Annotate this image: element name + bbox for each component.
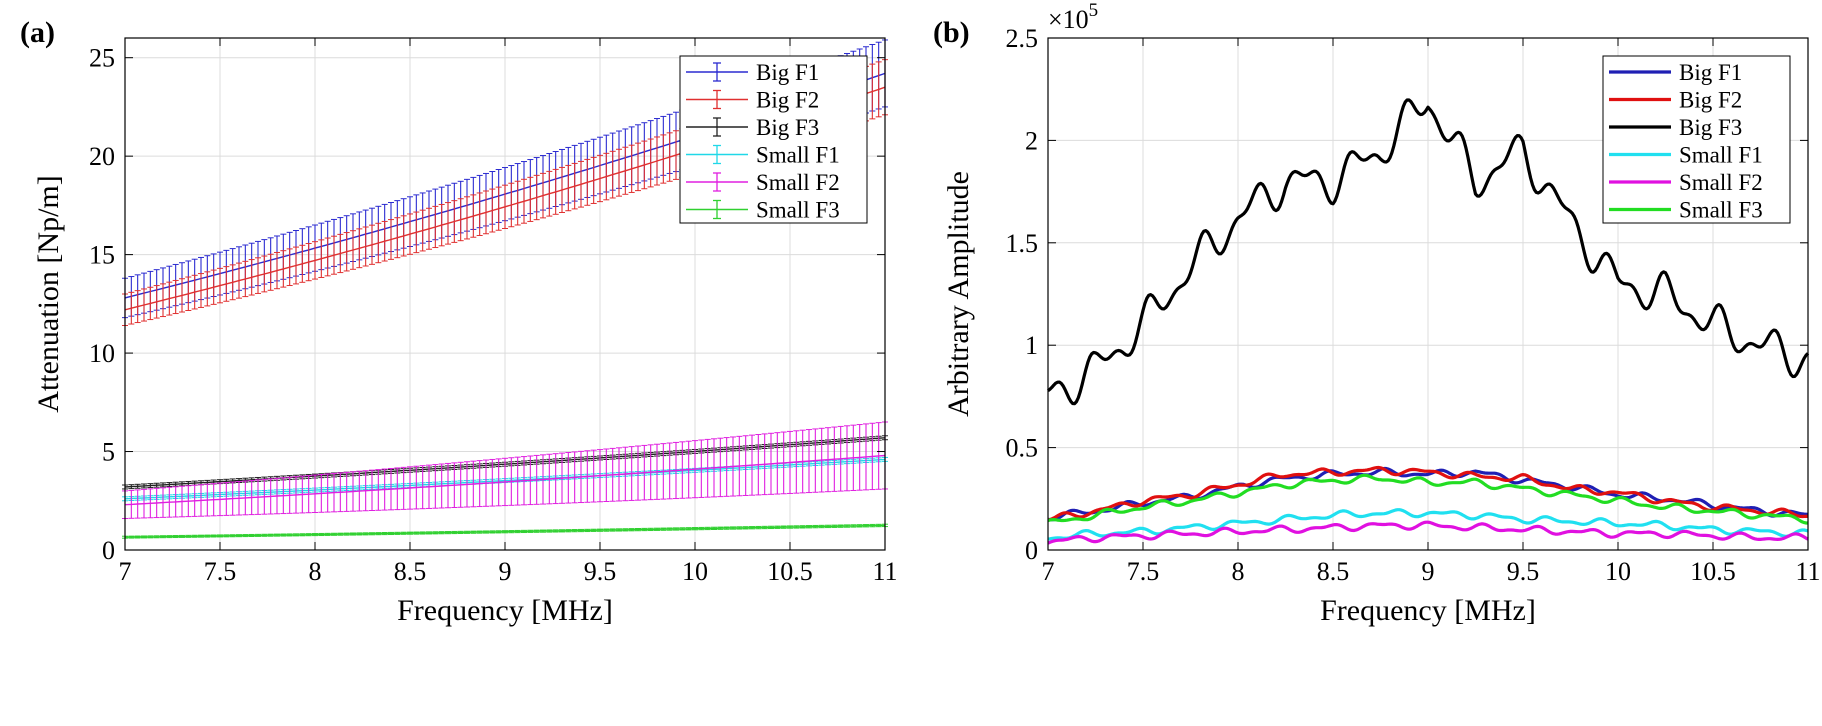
- y-tick-label: 2: [1025, 126, 1038, 155]
- legend-label: Small F3: [756, 198, 840, 223]
- x-tick-label: 10.5: [767, 557, 813, 586]
- legend-label: Small F3: [1679, 198, 1763, 223]
- x-tick-label: 11: [1795, 557, 1820, 586]
- series-line: [1047, 508, 1809, 541]
- x-tick-label: 8: [309, 557, 322, 586]
- series-line: [1047, 520, 1809, 545]
- multiplier-exponent: 5: [1089, 0, 1099, 21]
- plot-area: [1047, 98, 1810, 545]
- x-tick-label: 9.5: [584, 557, 617, 586]
- legend-label: Small F1: [756, 143, 840, 168]
- x-tick-label: 10: [1605, 557, 1631, 586]
- legend-label: Big F1: [756, 60, 819, 85]
- x-axis-label: Frequency [MHz]: [1320, 594, 1536, 627]
- x-axis-label: Frequency [MHz]: [397, 594, 613, 627]
- x-tick-label: 9: [499, 557, 512, 586]
- series-small-f1: [1047, 508, 1809, 541]
- series-line: [1047, 98, 1810, 406]
- series-big-f2: [1047, 465, 1809, 522]
- y-tick-label: 10: [89, 339, 115, 368]
- y-tick-label: 5: [102, 438, 115, 467]
- y-tick-label: 2.5: [1006, 24, 1039, 53]
- legend-label: Big F3: [756, 115, 819, 140]
- y-tick-label: 0: [102, 536, 115, 565]
- legend-label: Small F1: [1679, 143, 1763, 168]
- x-tick-label: 8.5: [1317, 557, 1350, 586]
- series-line: [1047, 473, 1808, 525]
- x-tick-label: 7.5: [1127, 557, 1160, 586]
- x-tick-label: 10: [682, 557, 708, 586]
- y-axis-label: Attenuation [Np/m]: [32, 175, 65, 412]
- x-tick-label: 8: [1232, 557, 1245, 586]
- x-tick-label: 9.5: [1507, 557, 1540, 586]
- axis-multiplier: ×105: [1048, 0, 1098, 34]
- series-small-f3: [1047, 473, 1808, 525]
- series-line: [124, 454, 886, 506]
- x-tick-label: 7.5: [204, 557, 237, 586]
- x-tick-label: 10.5: [1690, 557, 1736, 586]
- series-small-f2: [1047, 520, 1809, 545]
- multiplier-base: ×10: [1048, 5, 1089, 34]
- x-tick-label: 7: [1042, 557, 1055, 586]
- series-line: [1047, 465, 1809, 522]
- x-tick-label: 9: [1422, 557, 1435, 586]
- y-tick-label: 25: [89, 44, 115, 73]
- chart-panel-a: 7 7.5 8 8.5 9 9.5 10 10.5 11 0 5 10 15 20 25 Frequency …: [20, 16, 898, 627]
- y-tick-label: 15: [89, 241, 115, 270]
- legend-label: Big F3: [1679, 115, 1742, 140]
- legend-box: [679, 55, 868, 224]
- legend-label: Big F2: [756, 88, 819, 113]
- x-tick-label: 7: [119, 557, 132, 586]
- panel-label: (a): [20, 16, 55, 49]
- legend-label: Small F2: [756, 170, 840, 195]
- legend-label: Small F2: [1679, 170, 1763, 195]
- panel-label: (b): [933, 16, 970, 49]
- series-small-f2: [122, 421, 888, 519]
- y-tick-label: 1.5: [1006, 229, 1039, 258]
- chart-panel-b: 7 7.5 8 8.5 9 9.5 10 10.5 11 0 0.5 1 1.5 2 2.5 Frequenc…: [933, 0, 1821, 627]
- x-tick-label: 11: [872, 557, 897, 586]
- legend-label: Big F2: [1679, 88, 1742, 113]
- legend-label: Big F1: [1679, 60, 1742, 85]
- y-tick-label: 0.5: [1006, 434, 1039, 463]
- legend-box: [1602, 55, 1791, 224]
- y-tick-label: 20: [89, 142, 115, 171]
- series-line: [124, 524, 886, 538]
- series-small-f3: [122, 523, 888, 539]
- series-big-f3: [1047, 98, 1810, 406]
- y-axis-label: Arbitrary Amplitude: [942, 171, 975, 417]
- y-tick-label: 1: [1025, 331, 1038, 360]
- x-tick-label: 8.5: [394, 557, 427, 586]
- y-tick-label: 0: [1025, 536, 1038, 565]
